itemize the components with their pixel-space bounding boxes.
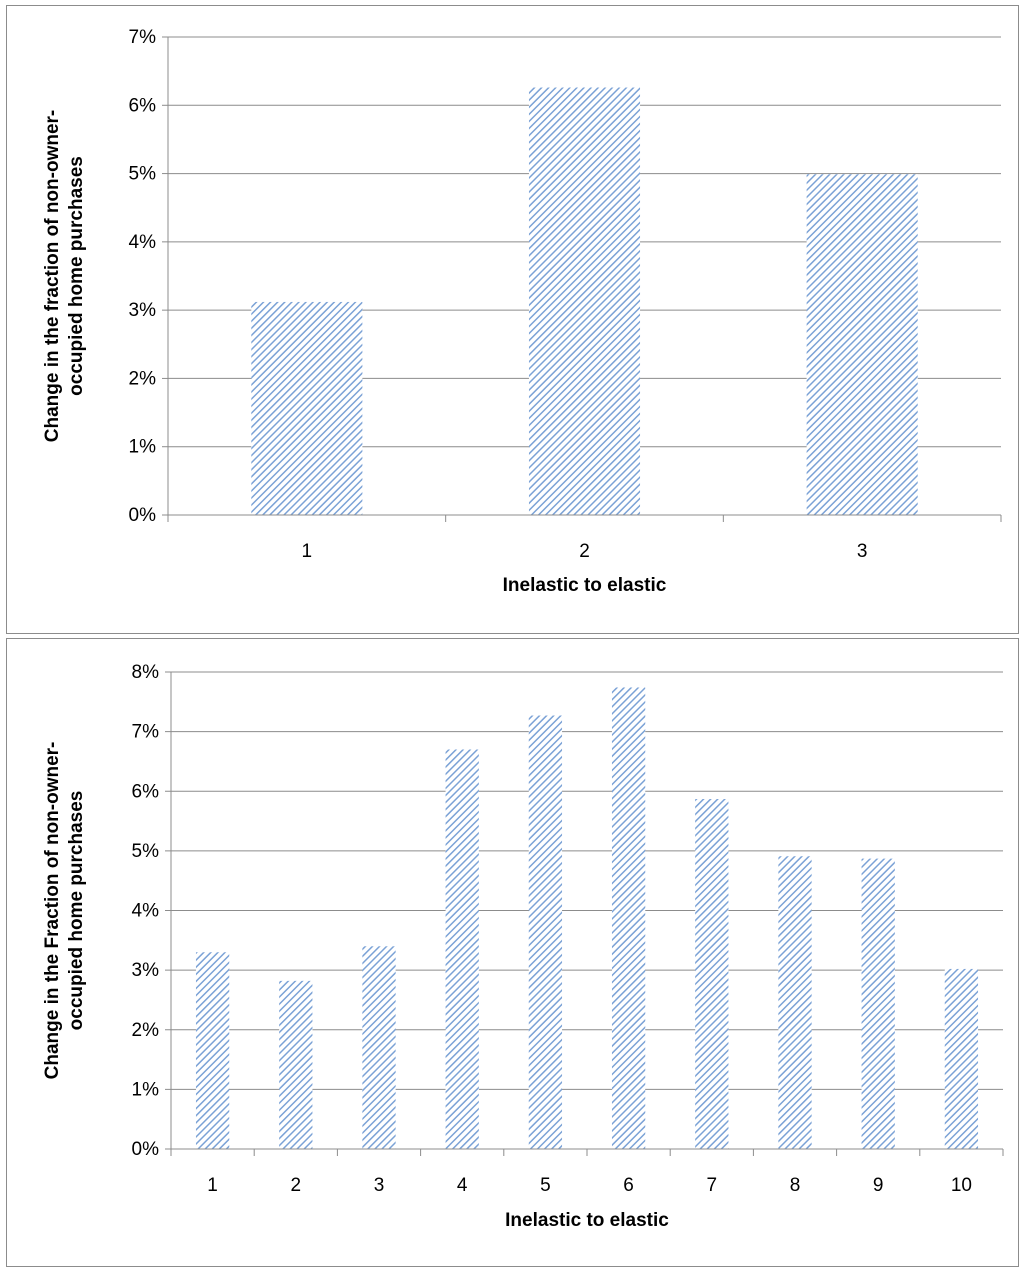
chart-panel-bottom: 0% 1% 2% 3% 4% 5% 6% 7% 8% 1 2 3 4 5 6 7 8 9 10 Inelastic t… [6, 638, 1019, 1267]
y-tick-label: 8% [132, 662, 160, 683]
bar-8 [778, 856, 812, 1149]
y-tick-label: 7% [132, 722, 160, 743]
y-axis-title: Change in the fraction of non-owner-occu… [42, 110, 87, 442]
x-tick-label: 4 [457, 1175, 468, 1196]
x-tick-label: 2 [291, 1175, 302, 1196]
y-tick-label: 2% [132, 1020, 160, 1041]
bar-9 [861, 858, 895, 1149]
y-tick-label: 4% [132, 901, 160, 922]
y-tick-label: 3% [129, 300, 157, 321]
y-tick-label: 6% [132, 781, 160, 802]
x-tick-label: 1 [302, 541, 313, 562]
x-axis-title: Inelastic to elastic [505, 1210, 669, 1231]
x-axis-title: Inelastic to elastic [503, 575, 667, 596]
bar-1 [251, 301, 363, 515]
x-tick-label: 5 [540, 1175, 551, 1196]
bar-chart-top: 0% 1% 2% 3% 4% 5% 6% 7% 1 2 3 Inelastic to elastic C… [42, 27, 1002, 596]
y-axis-title-line: Change in the fraction of non-owner- [42, 110, 63, 442]
x-tick-label: 10 [951, 1175, 972, 1196]
x-tick-label: 3 [374, 1175, 385, 1196]
bar-6 [611, 687, 646, 1149]
bar-chart-bottom: 0% 1% 2% 3% 4% 5% 6% 7% 8% 1 2 3 4 5 6 7 8 9 10 Inelastic t… [42, 662, 1004, 1231]
x-tick-label: 2 [579, 541, 590, 562]
y-axis-title-line: occupied home purchases [66, 791, 87, 1031]
y-tick-label: 5% [129, 164, 157, 185]
y-axis-title: Change in the Fraction of non-owner-occu… [42, 742, 87, 1080]
bar-1 [195, 952, 230, 1149]
chart-panel-top: 0% 1% 2% 3% 4% 5% 6% 7% 1 2 3 Inelastic to elastic C… [6, 5, 1019, 634]
x-tick-label: 8 [790, 1175, 801, 1196]
y-tick-label: 0% [132, 1139, 160, 1160]
y-axis-title-line: occupied home purchases [66, 156, 87, 396]
y-tick-label: 5% [132, 841, 160, 862]
bar-7 [695, 799, 729, 1149]
bar-10 [944, 968, 979, 1149]
y-tick-label: 7% [129, 27, 157, 48]
y-tick-label: 1% [129, 437, 157, 458]
y-tick-label: 4% [129, 232, 157, 253]
y-tick-label: 6% [129, 95, 157, 116]
y-axis-title-line: Change in the Fraction of non-owner- [42, 742, 63, 1080]
x-tick-label: 7 [707, 1175, 718, 1196]
y-tick-label: 1% [132, 1079, 160, 1100]
x-tick-label: 6 [623, 1175, 634, 1196]
bar-2 [279, 980, 313, 1149]
y-tick-label: 3% [132, 960, 160, 981]
x-tick-label: 3 [857, 541, 868, 562]
bar-2 [528, 87, 641, 515]
x-tick-label: 9 [873, 1175, 884, 1196]
bar-5 [528, 715, 563, 1149]
bar-3 [362, 946, 396, 1149]
y-tick-label: 2% [129, 368, 157, 389]
y-tick-label: 0% [129, 505, 157, 526]
bar-4 [445, 749, 479, 1149]
x-tick-label: 1 [207, 1175, 218, 1196]
bar-3 [806, 174, 918, 516]
